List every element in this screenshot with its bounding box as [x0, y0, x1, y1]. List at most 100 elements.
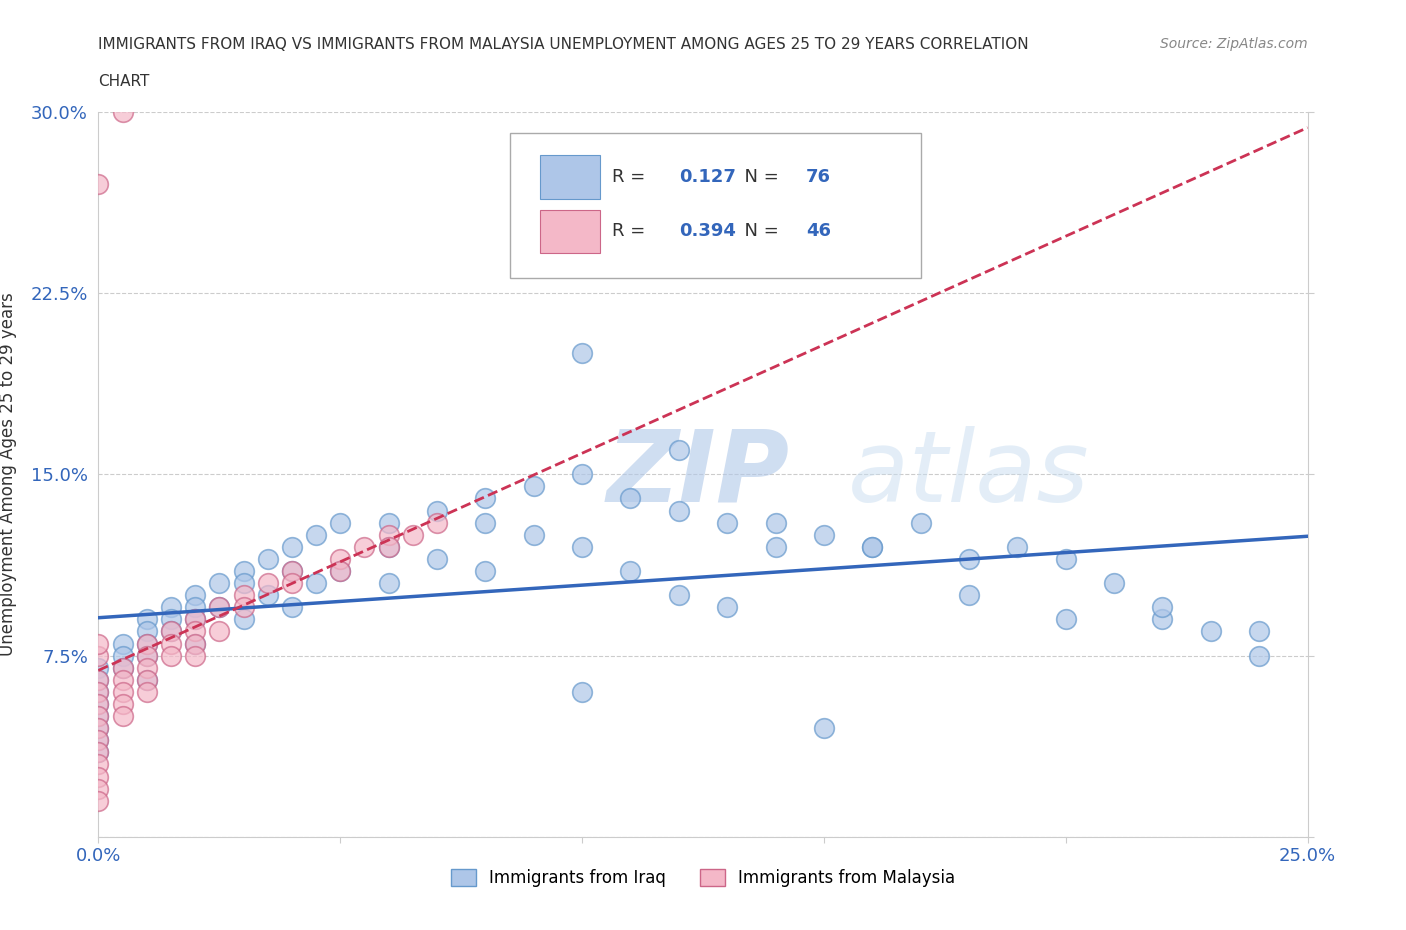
Point — [87, 697, 110, 711]
Point — [1152, 612, 1174, 627]
Point — [232, 576, 254, 591]
Point — [377, 527, 399, 542]
Point — [87, 660, 110, 675]
Point — [256, 551, 278, 566]
Text: atlas: atlas — [848, 426, 1090, 523]
Point — [1249, 648, 1271, 663]
Point — [716, 515, 738, 530]
Point — [957, 551, 980, 566]
Point — [813, 721, 835, 736]
Point — [111, 672, 134, 687]
Point — [160, 648, 183, 663]
Point — [426, 515, 449, 530]
Point — [135, 672, 157, 687]
Point — [668, 588, 690, 603]
Point — [87, 769, 110, 784]
Point — [135, 660, 157, 675]
Point — [329, 564, 352, 578]
Point — [860, 539, 883, 554]
Point — [184, 636, 207, 651]
Point — [281, 576, 304, 591]
Point — [232, 588, 254, 603]
Point — [910, 515, 932, 530]
Point — [87, 672, 110, 687]
Point — [87, 757, 110, 772]
Point — [87, 721, 110, 736]
Point — [111, 648, 134, 663]
Y-axis label: Unemployment Among Ages 25 to 29 years: Unemployment Among Ages 25 to 29 years — [0, 292, 17, 657]
Point — [1054, 612, 1077, 627]
Point — [1199, 624, 1222, 639]
Point — [474, 515, 496, 530]
Point — [1007, 539, 1029, 554]
Point — [329, 515, 352, 530]
Point — [813, 527, 835, 542]
Point — [619, 491, 641, 506]
Point — [668, 503, 690, 518]
Text: CHART: CHART — [98, 74, 150, 89]
Text: 46: 46 — [806, 222, 831, 240]
Point — [87, 697, 110, 711]
Text: 76: 76 — [806, 168, 831, 186]
Point — [87, 672, 110, 687]
Point — [523, 479, 546, 494]
Point — [208, 624, 231, 639]
Point — [305, 527, 328, 542]
Point — [571, 346, 593, 361]
Point — [1152, 600, 1174, 615]
Point — [571, 539, 593, 554]
Point — [184, 624, 207, 639]
Bar — [540, 155, 600, 199]
Point — [87, 709, 110, 724]
Point — [305, 576, 328, 591]
Point — [160, 600, 183, 615]
Point — [232, 564, 254, 578]
Point — [377, 539, 399, 554]
Point — [111, 660, 134, 675]
Point — [87, 636, 110, 651]
Point — [184, 648, 207, 663]
Point — [135, 672, 157, 687]
Point — [111, 709, 134, 724]
Point — [281, 564, 304, 578]
Text: IMMIGRANTS FROM IRAQ VS IMMIGRANTS FROM MALAYSIA UNEMPLOYMENT AMONG AGES 25 TO 2: IMMIGRANTS FROM IRAQ VS IMMIGRANTS FROM … — [98, 37, 1029, 52]
Point — [160, 624, 183, 639]
Point — [184, 612, 207, 627]
Text: R =: R = — [613, 168, 651, 186]
Point — [87, 793, 110, 808]
Point — [111, 684, 134, 699]
Point — [184, 588, 207, 603]
Text: 0.127: 0.127 — [679, 168, 735, 186]
Text: 0.394: 0.394 — [679, 222, 735, 240]
Point — [160, 636, 183, 651]
Point — [716, 600, 738, 615]
Point — [860, 539, 883, 554]
Point — [765, 539, 787, 554]
Point — [474, 564, 496, 578]
Point — [353, 539, 375, 554]
Point — [135, 636, 157, 651]
Point — [619, 564, 641, 578]
Point — [377, 576, 399, 591]
Point — [232, 612, 254, 627]
Point — [87, 648, 110, 663]
Point — [402, 527, 425, 542]
Point — [87, 745, 110, 760]
Text: N =: N = — [734, 168, 785, 186]
Point — [87, 684, 110, 699]
Text: ZIP: ZIP — [606, 426, 789, 523]
Point — [281, 539, 304, 554]
Point — [111, 697, 134, 711]
Point — [1249, 624, 1271, 639]
Bar — [540, 209, 600, 253]
Point — [208, 600, 231, 615]
Point — [135, 636, 157, 651]
Point — [256, 588, 278, 603]
Point — [87, 709, 110, 724]
Point — [184, 636, 207, 651]
Point — [281, 564, 304, 578]
Point — [208, 576, 231, 591]
Point — [426, 503, 449, 518]
Point — [232, 600, 254, 615]
Point — [87, 177, 110, 192]
